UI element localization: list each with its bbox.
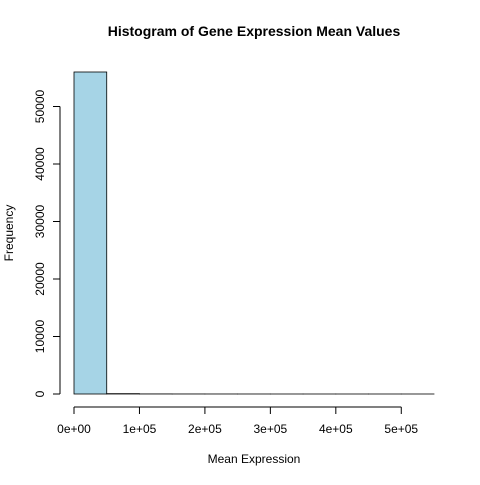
x-axis-label: Mean Expression xyxy=(208,452,301,466)
y-axis: 0 10000 20000 30000 40000 50000 xyxy=(33,89,60,397)
y-tick-label-2: 20000 xyxy=(33,262,47,296)
y-tick-label-0: 0 xyxy=(33,390,47,397)
x-tick-label-3: 3e+05 xyxy=(254,422,288,436)
chart-title: Histogram of Gene Expression Mean Values xyxy=(108,23,401,39)
y-axis-label: Frequency xyxy=(2,205,16,262)
x-tick-label-0: 0e+00 xyxy=(57,422,91,436)
x-tick-label-5: 5e+05 xyxy=(384,422,418,436)
y-tick-label-4: 40000 xyxy=(33,147,47,181)
x-tick-label-2: 2e+05 xyxy=(188,422,222,436)
bars-group xyxy=(74,72,434,394)
x-tick-label-1: 1e+05 xyxy=(123,422,157,436)
histogram-bar-0 xyxy=(74,72,107,394)
y-tick-label-5: 50000 xyxy=(33,89,47,123)
x-tick-label-4: 4e+05 xyxy=(319,422,353,436)
y-tick-label-1: 10000 xyxy=(33,319,47,353)
x-axis: 0e+00 1e+05 2e+05 3e+05 4e+05 5e+05 xyxy=(57,407,418,436)
y-tick-label-3: 30000 xyxy=(33,204,47,238)
